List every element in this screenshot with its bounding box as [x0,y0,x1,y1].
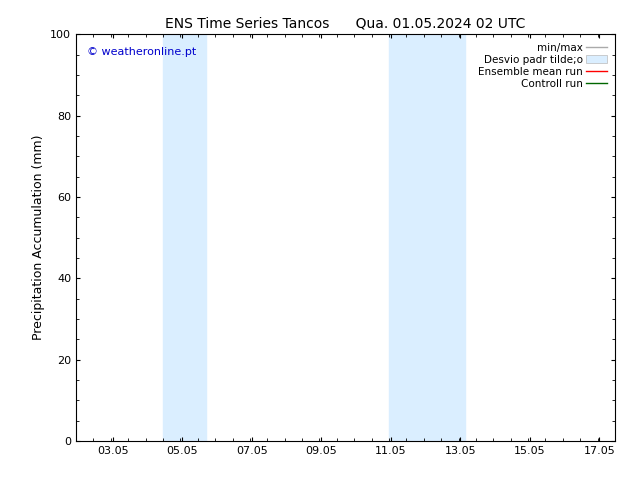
Y-axis label: Precipitation Accumulation (mm): Precipitation Accumulation (mm) [32,135,44,341]
Text: © weatheronline.pt: © weatheronline.pt [87,47,196,56]
Legend: min/max, Desvio padr tilde;o, Ensemble mean run, Controll run: min/max, Desvio padr tilde;o, Ensemble m… [475,40,610,92]
Title: ENS Time Series Tancos      Qua. 01.05.2024 02 UTC: ENS Time Series Tancos Qua. 01.05.2024 0… [165,16,526,30]
Bar [163,34,207,441]
Bar [389,34,465,441]
